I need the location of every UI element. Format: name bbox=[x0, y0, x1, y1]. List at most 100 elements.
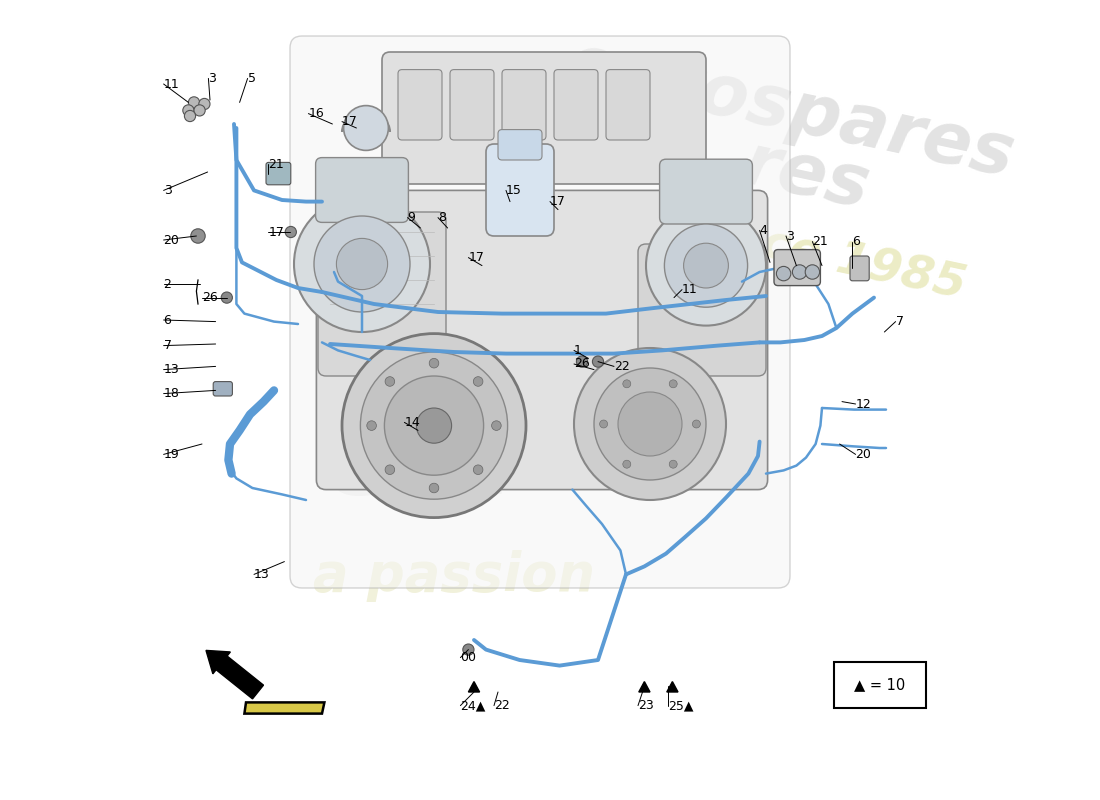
Circle shape bbox=[343, 106, 388, 150]
Circle shape bbox=[337, 238, 387, 290]
FancyBboxPatch shape bbox=[774, 250, 821, 286]
Text: since 1985: since 1985 bbox=[681, 204, 970, 308]
Text: 24▲: 24▲ bbox=[461, 699, 486, 712]
Text: 22: 22 bbox=[614, 360, 629, 373]
FancyBboxPatch shape bbox=[318, 212, 446, 376]
Text: res: res bbox=[736, 129, 876, 223]
Text: 3: 3 bbox=[164, 184, 172, 197]
FancyBboxPatch shape bbox=[213, 382, 232, 396]
Text: eur: eur bbox=[326, 410, 535, 518]
Circle shape bbox=[777, 266, 791, 281]
Text: 14: 14 bbox=[405, 416, 420, 429]
Circle shape bbox=[683, 243, 728, 288]
Circle shape bbox=[314, 216, 410, 312]
FancyBboxPatch shape bbox=[290, 36, 790, 588]
FancyBboxPatch shape bbox=[316, 158, 408, 222]
Text: 17: 17 bbox=[469, 251, 484, 264]
Polygon shape bbox=[244, 702, 324, 714]
Circle shape bbox=[294, 196, 430, 332]
Text: 1: 1 bbox=[574, 344, 582, 357]
Text: 26: 26 bbox=[574, 358, 590, 370]
Text: 21: 21 bbox=[268, 158, 284, 170]
Circle shape bbox=[385, 377, 395, 386]
Circle shape bbox=[417, 408, 452, 443]
Text: 20: 20 bbox=[856, 448, 871, 461]
Circle shape bbox=[805, 265, 820, 279]
Circle shape bbox=[600, 420, 607, 428]
Circle shape bbox=[221, 292, 232, 303]
Circle shape bbox=[185, 110, 196, 122]
FancyBboxPatch shape bbox=[834, 662, 926, 708]
FancyBboxPatch shape bbox=[266, 162, 290, 185]
Text: 15: 15 bbox=[506, 184, 521, 197]
Circle shape bbox=[463, 644, 474, 655]
Text: 7: 7 bbox=[895, 315, 903, 328]
Text: 13: 13 bbox=[254, 568, 270, 581]
Circle shape bbox=[623, 380, 630, 388]
Text: 18: 18 bbox=[164, 387, 179, 400]
FancyBboxPatch shape bbox=[450, 70, 494, 140]
Text: 11: 11 bbox=[682, 283, 697, 296]
Polygon shape bbox=[469, 682, 480, 692]
FancyBboxPatch shape bbox=[398, 70, 442, 140]
Circle shape bbox=[194, 105, 206, 116]
Circle shape bbox=[646, 206, 766, 326]
Circle shape bbox=[664, 224, 748, 307]
Text: 4: 4 bbox=[760, 224, 768, 237]
Text: 6: 6 bbox=[852, 235, 860, 248]
Text: 6: 6 bbox=[164, 314, 172, 326]
Text: 5: 5 bbox=[248, 72, 255, 85]
FancyBboxPatch shape bbox=[554, 70, 598, 140]
Circle shape bbox=[183, 105, 194, 116]
FancyBboxPatch shape bbox=[382, 52, 706, 184]
Polygon shape bbox=[667, 682, 678, 692]
Text: 22: 22 bbox=[494, 699, 509, 712]
Text: ▲ = 10: ▲ = 10 bbox=[855, 678, 905, 692]
FancyBboxPatch shape bbox=[850, 256, 869, 281]
Circle shape bbox=[384, 376, 484, 475]
Circle shape bbox=[623, 460, 630, 468]
Text: a passion: a passion bbox=[314, 550, 595, 602]
Circle shape bbox=[429, 483, 439, 493]
Circle shape bbox=[199, 98, 210, 110]
FancyBboxPatch shape bbox=[606, 70, 650, 140]
Circle shape bbox=[385, 465, 395, 474]
Text: 9: 9 bbox=[408, 211, 416, 224]
Polygon shape bbox=[639, 682, 650, 692]
FancyBboxPatch shape bbox=[498, 130, 542, 160]
Text: 2: 2 bbox=[164, 278, 172, 290]
Text: 17: 17 bbox=[268, 226, 284, 238]
FancyBboxPatch shape bbox=[660, 159, 752, 224]
Circle shape bbox=[285, 226, 296, 238]
Text: 21: 21 bbox=[813, 235, 828, 248]
Circle shape bbox=[669, 460, 678, 468]
FancyBboxPatch shape bbox=[638, 244, 766, 376]
FancyBboxPatch shape bbox=[486, 144, 554, 236]
Text: eurospares: eurospares bbox=[560, 29, 1021, 192]
Circle shape bbox=[574, 348, 726, 500]
Circle shape bbox=[342, 334, 526, 518]
Circle shape bbox=[366, 421, 376, 430]
Circle shape bbox=[188, 97, 199, 108]
Text: 20: 20 bbox=[164, 234, 179, 246]
Text: 25▲: 25▲ bbox=[669, 699, 694, 712]
Text: 23: 23 bbox=[638, 699, 653, 712]
FancyArrow shape bbox=[206, 650, 264, 699]
Text: 3: 3 bbox=[786, 230, 794, 242]
Text: 17: 17 bbox=[342, 115, 358, 128]
Circle shape bbox=[429, 358, 439, 368]
FancyBboxPatch shape bbox=[502, 70, 546, 140]
Text: 11: 11 bbox=[164, 78, 179, 90]
Circle shape bbox=[473, 465, 483, 474]
Text: 13: 13 bbox=[164, 363, 179, 376]
Circle shape bbox=[792, 265, 806, 279]
Circle shape bbox=[190, 229, 206, 243]
FancyBboxPatch shape bbox=[317, 190, 768, 490]
Text: 16: 16 bbox=[308, 107, 324, 120]
Circle shape bbox=[576, 356, 587, 367]
Circle shape bbox=[618, 392, 682, 456]
Text: 8: 8 bbox=[438, 211, 446, 224]
Circle shape bbox=[692, 420, 701, 428]
Circle shape bbox=[492, 421, 502, 430]
Text: 3: 3 bbox=[208, 72, 217, 85]
